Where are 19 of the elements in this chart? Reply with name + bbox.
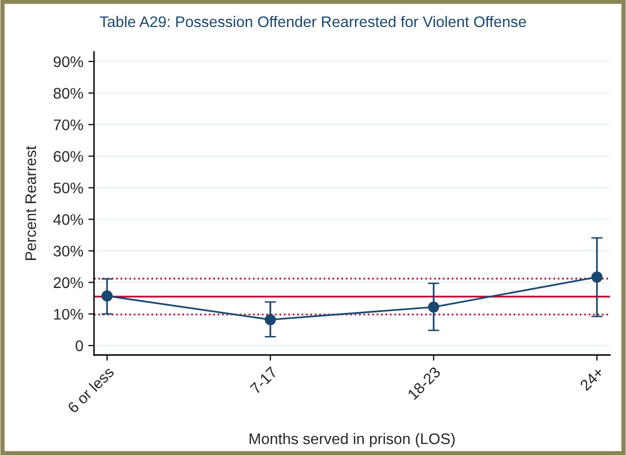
y-tick-label: 80% bbox=[54, 88, 84, 99]
y-tick-label: 60% bbox=[54, 151, 84, 162]
y-axis-title: Percent Rearrest bbox=[25, 146, 36, 260]
x-tick-label: 6 or less bbox=[66, 366, 115, 414]
point bbox=[264, 314, 276, 326]
point bbox=[428, 301, 440, 313]
y-tick-label: 70% bbox=[54, 119, 84, 130]
y-tick-label: 20% bbox=[54, 277, 84, 288]
y-tick-label: 0 bbox=[76, 340, 83, 352]
point bbox=[102, 290, 113, 302]
x-tick-label: 24+ bbox=[579, 366, 604, 392]
y-tick-label: 50% bbox=[54, 182, 84, 194]
x-axis-title: Months served in prison (LOS) bbox=[250, 432, 455, 448]
y-tick-label: 30% bbox=[54, 246, 84, 257]
chart-title: Table A29: Possession Offender Rearrested for Violent Offense bbox=[100, 16, 526, 28]
y-tick-label: 40% bbox=[53, 214, 84, 225]
point bbox=[591, 271, 602, 283]
y-tick-label: 90% bbox=[54, 56, 84, 68]
y-tick-label: 10% bbox=[54, 308, 84, 320]
